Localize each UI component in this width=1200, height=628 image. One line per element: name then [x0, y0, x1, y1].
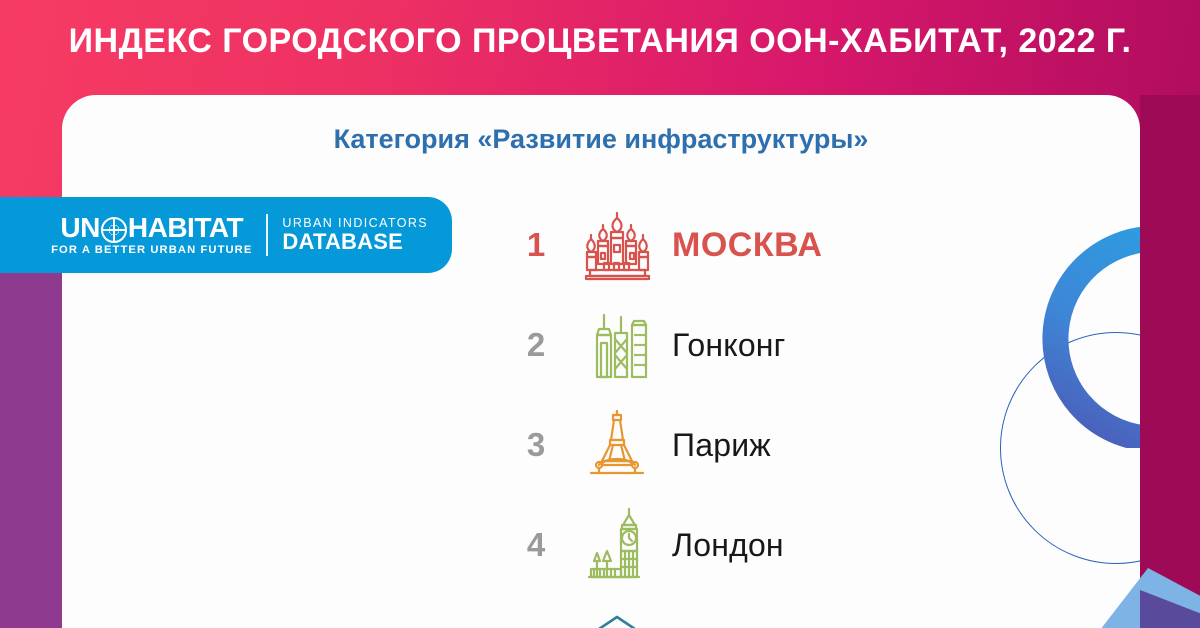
content-card: Категория «Развитие инфраструктуры» 1 — [62, 95, 1140, 628]
badge-habitat-text: HABITAT — [127, 211, 244, 243]
badge-urban-indicators: URBAN INDICATORS — [282, 215, 428, 230]
list-item[interactable]: 3 — [62, 395, 1140, 495]
roof-landmark-icon — [562, 605, 672, 628]
city-name: Гонконг — [672, 326, 786, 363]
ranking-list: 1 — [62, 195, 1140, 628]
badge-database: DATABASE — [282, 229, 403, 255]
list-item[interactable]: 2 — [62, 295, 1140, 395]
city-name: Париж — [672, 426, 771, 463]
un-habitat-badge[interactable]: UN HABITAT FOR A BETTER URBAN FUTURE URB… — [0, 197, 452, 273]
badge-wordmark: UN HABITAT — [60, 211, 244, 243]
saint-basils-cathedral-icon — [562, 205, 672, 285]
rank-number: 1 — [526, 226, 546, 263]
rank-number: 5 — [510, 626, 562, 628]
list-item[interactable]: 5 — [62, 595, 1140, 628]
list-item[interactable]: 1 — [62, 195, 1140, 295]
rank-number: 3 — [526, 426, 546, 463]
un-globe-emblem-icon — [100, 216, 127, 243]
badge-un-text: UN — [60, 211, 100, 243]
rank-number: 4 — [526, 526, 546, 563]
city-name: Лондон — [672, 526, 784, 563]
page-title: ИНДЕКС ГОРОДСКОГО ПРОЦВЕТАНИЯ ООН-ХАБИТА… — [68, 22, 1132, 60]
city-name: МОСКВА — [672, 225, 823, 264]
list-item[interactable]: 4 — [62, 495, 1140, 595]
badge-divider — [266, 213, 269, 256]
rank-number: 2 — [526, 326, 546, 363]
category-subtitle: Категория «Развитие инфраструктуры» — [333, 124, 869, 154]
hong-kong-skyline-icon — [562, 305, 672, 385]
badge-tagline: FOR A BETTER URBAN FUTURE — [51, 243, 253, 256]
big-ben-icon — [562, 505, 672, 585]
crimson-band-right — [1140, 95, 1200, 628]
purple-band-left — [0, 272, 62, 628]
eiffel-tower-icon — [562, 405, 672, 485]
